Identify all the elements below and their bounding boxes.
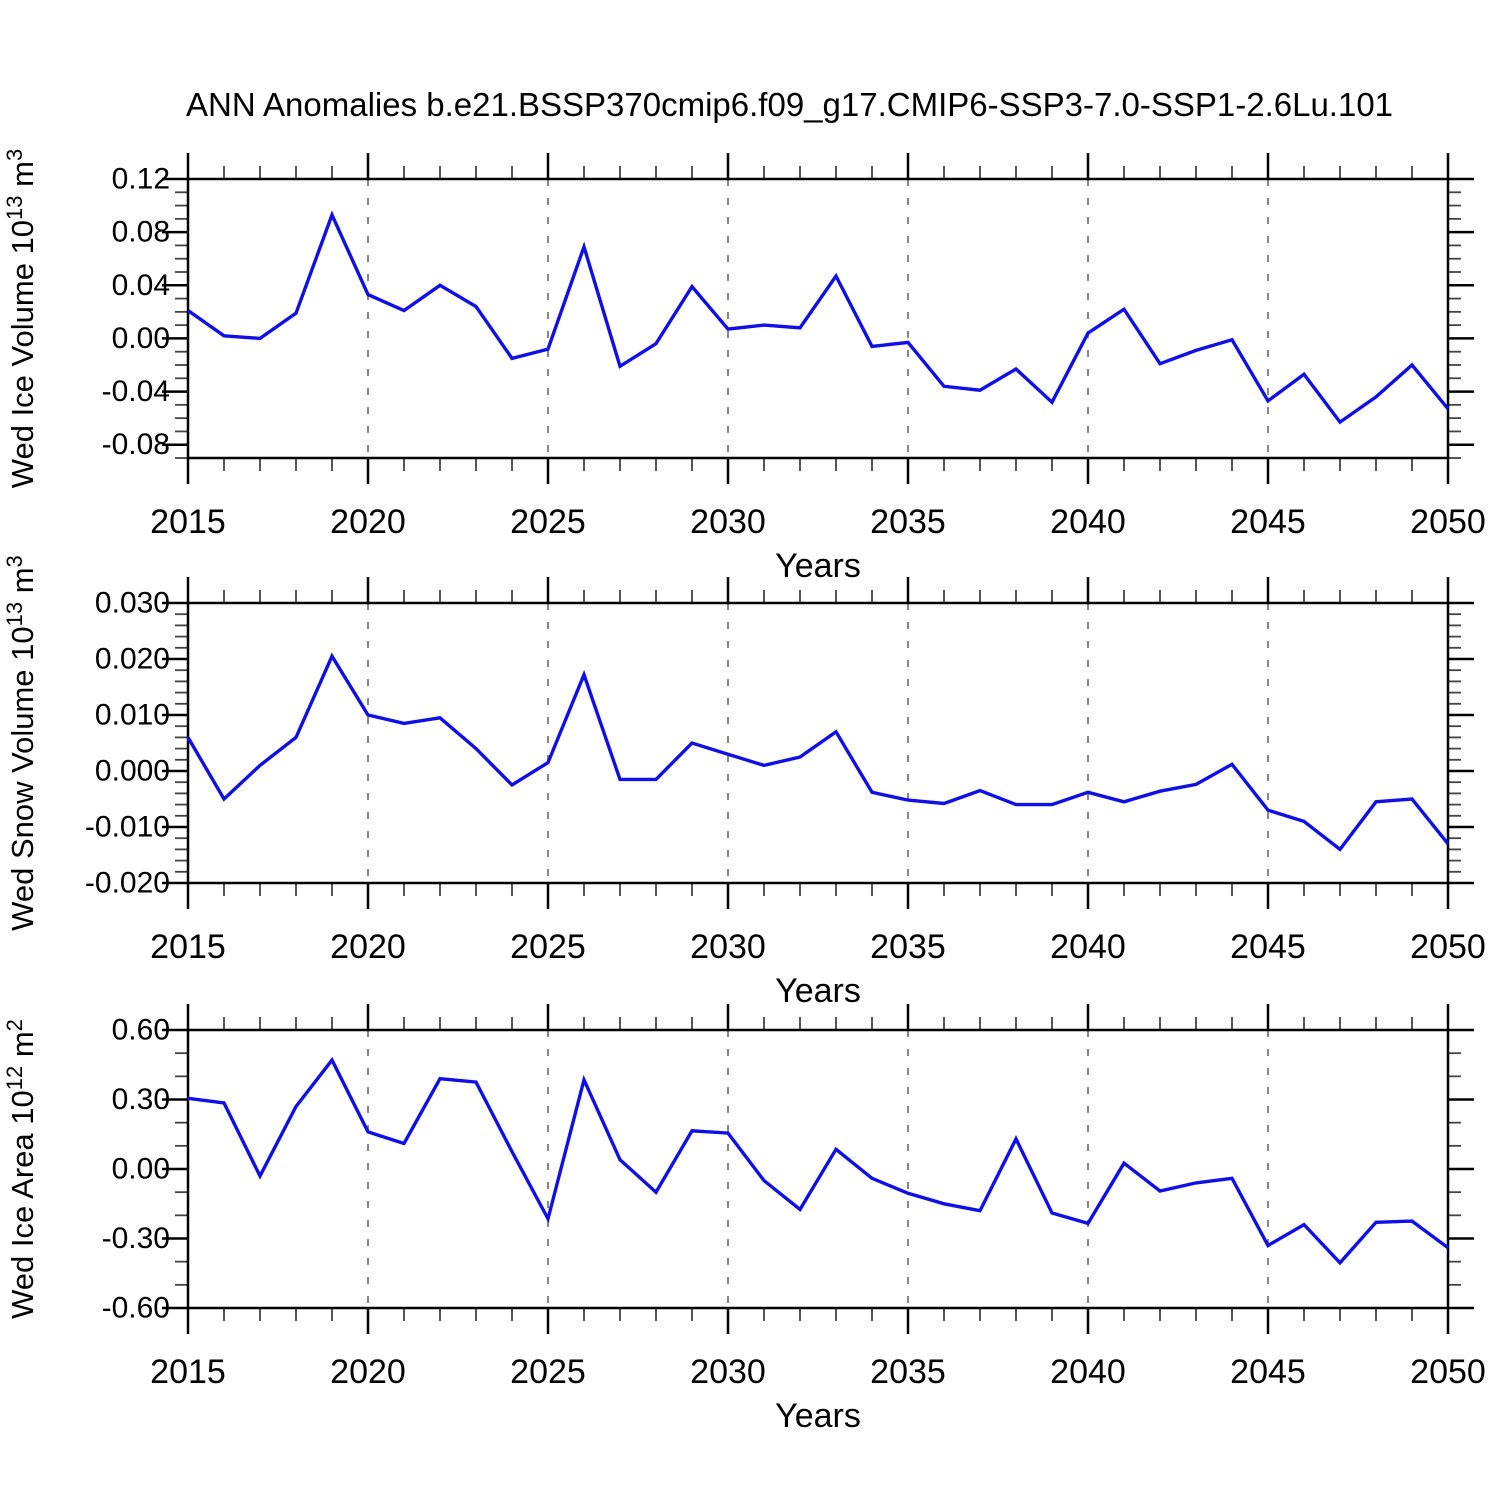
x-tick-label: 2040 bbox=[1050, 503, 1126, 541]
y-tick-label: 0.000 bbox=[95, 755, 170, 788]
x-tick-label: 2030 bbox=[690, 1353, 766, 1391]
y-tick-label: -0.04 bbox=[102, 375, 170, 408]
x-tick-label: 2040 bbox=[1050, 928, 1126, 966]
x-tick-label: 2035 bbox=[870, 503, 946, 541]
y-tick-label: 0.08 bbox=[112, 216, 170, 249]
x-tick-label: 2045 bbox=[1230, 1353, 1306, 1391]
x-tick-label: 2025 bbox=[510, 503, 586, 541]
x-tick-label: 2050 bbox=[1410, 928, 1486, 966]
plot-frame bbox=[186, 601, 1450, 885]
x-tick-label: 2025 bbox=[510, 1353, 586, 1391]
x-tick-label: 2035 bbox=[870, 1353, 946, 1391]
y-tick-label: 0.020 bbox=[95, 643, 170, 676]
x-tick-label: 2025 bbox=[510, 928, 586, 966]
series-wed-ice-area bbox=[187, 1056, 1450, 1266]
x-tick-label: 2015 bbox=[150, 503, 226, 541]
x-tick-label: 2020 bbox=[330, 503, 406, 541]
y-tick-label: 0.010 bbox=[95, 699, 170, 732]
x-tick-label: 2020 bbox=[330, 928, 406, 966]
y-axis-title: Wed Ice Area 1012 m2 bbox=[2, 1019, 40, 1319]
x-tick-label: 2015 bbox=[150, 928, 226, 966]
x-tick-label: 2030 bbox=[690, 503, 766, 541]
y-tick-label: 0.00 bbox=[112, 322, 170, 355]
x-tick-label: 2050 bbox=[1410, 503, 1486, 541]
panel-wed-ice-area: 0.60 0.30 0.00 -0.30 -0.60 2015 2020 2025 2030 20… bbox=[2, 1004, 1486, 1435]
series-wed-ice-volume bbox=[187, 210, 1450, 425]
y-tick-label: -0.08 bbox=[102, 428, 170, 461]
chart-title: ANN Anomalies b.e21.BSSP370cmip6.f09_g17… bbox=[186, 86, 1394, 123]
x-tick-label: 2040 bbox=[1050, 1353, 1126, 1391]
panel-wed-snow-volume: 0.030 0.020 0.010 0.000 -0.010 -0.020 2015 2020… bbox=[2, 555, 1486, 1010]
y-tick-label: 0.60 bbox=[112, 1014, 170, 1047]
y-tick-label: 0.04 bbox=[112, 269, 170, 302]
x-tick-label: 2050 bbox=[1410, 1353, 1486, 1391]
y-tick-label: -0.020 bbox=[85, 867, 170, 900]
y-axis-title: Wed Snow Volume 1013 m3 bbox=[2, 555, 40, 931]
y-tick-label: -0.60 bbox=[102, 1292, 170, 1325]
panel-wed-ice-volume: 0.12 0.08 0.04 0.00 -0.04 -0.08 2015 2020 2025 20… bbox=[2, 149, 1486, 585]
x-tick-label: 2020 bbox=[330, 1353, 406, 1391]
x-tick-label: 2035 bbox=[870, 928, 946, 966]
y-axis-title: Wed Ice Volume 1013 m3 bbox=[2, 149, 40, 488]
y-tick-label: -0.30 bbox=[102, 1222, 170, 1255]
y-tick-label: 0.00 bbox=[112, 1153, 170, 1186]
y-tick-label: -0.010 bbox=[85, 811, 170, 844]
x-axis-title: Years bbox=[775, 972, 861, 1010]
y-tick-label: 0.30 bbox=[112, 1083, 170, 1116]
y-tick-label: 0.12 bbox=[112, 163, 170, 196]
x-axis-title: Years bbox=[775, 1397, 861, 1435]
plot-frame bbox=[186, 177, 1450, 460]
plot-frame bbox=[186, 1028, 1450, 1310]
x-axis-title: Years bbox=[775, 547, 861, 585]
y-tick-label: 0.030 bbox=[95, 587, 170, 620]
x-tick-label: 2045 bbox=[1230, 928, 1306, 966]
x-tick-label: 2045 bbox=[1230, 503, 1306, 541]
x-tick-label: 2015 bbox=[150, 1353, 226, 1391]
x-tick-label: 2030 bbox=[690, 928, 766, 966]
series-wed-snow-volume bbox=[186, 652, 1450, 852]
